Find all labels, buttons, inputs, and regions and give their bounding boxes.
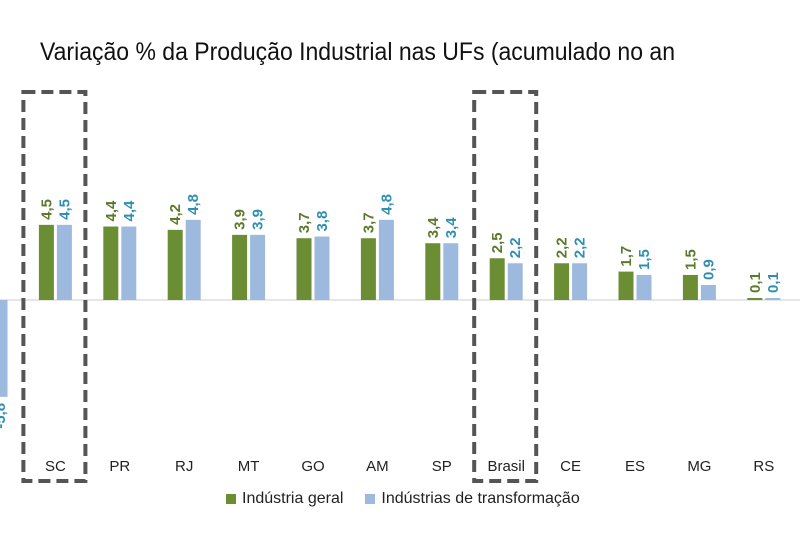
legend-item-industrias-transformacao: Indústrias de transformação — [365, 490, 580, 508]
bar-transformacao — [121, 226, 137, 300]
legend: Indústria geral Indústrias de transforma… — [226, 490, 580, 508]
category-label: Brasil — [487, 458, 525, 475]
category-label: CE — [560, 458, 581, 475]
category-label: SP — [432, 458, 452, 475]
data-label: 3,7 — [296, 212, 313, 233]
highlight-box — [21, 90, 88, 483]
legend-item-industria-geral: Indústria geral — [226, 490, 343, 508]
bar-industria-geral — [489, 258, 505, 300]
legend-swatch — [226, 494, 236, 504]
legend-label: Indústrias de transformação — [381, 490, 580, 507]
bar-transformacao — [0, 300, 8, 397]
data-label: 2,2 — [572, 237, 589, 258]
data-label: 3,9 — [250, 209, 267, 230]
category-label: RS — [753, 458, 774, 475]
data-label: 4,5 — [56, 199, 73, 220]
bar-industria-geral — [360, 238, 376, 300]
bar-transformacao — [185, 219, 201, 300]
data-label: 2,2 — [554, 237, 571, 258]
legend-label: Indústria geral — [242, 490, 344, 507]
bar-industria-geral — [747, 298, 763, 300]
data-label: 2,2 — [507, 237, 524, 258]
bar-industria-geral — [296, 238, 312, 300]
data-label: 2,5 — [489, 232, 506, 253]
category-label: GO — [301, 458, 324, 475]
category-label: PR — [109, 458, 130, 475]
data-label: 0,1 — [747, 272, 764, 293]
data-label: 3,4 — [443, 217, 460, 239]
bar-industria-geral — [554, 263, 570, 300]
bar-industria-geral — [425, 243, 441, 300]
bar-industria-geral — [38, 224, 54, 300]
bar-transformacao — [56, 224, 72, 300]
bar-industria-geral — [103, 226, 119, 300]
data-label: 0,9 — [700, 259, 717, 280]
data-label: 1,7 — [618, 246, 635, 267]
category-label: ES — [625, 458, 645, 475]
data-label: 0,1 — [765, 272, 782, 293]
category-label: MT — [238, 458, 260, 475]
data-label: 4,4 — [103, 200, 120, 222]
data-label: 4,8 — [378, 194, 395, 215]
legend-swatch — [365, 494, 376, 504]
category-label: AM — [366, 458, 389, 475]
category-label: RJ — [175, 458, 193, 475]
bar-transformacao — [765, 298, 781, 300]
data-label: 1,5 — [682, 249, 699, 270]
data-label: 4,4 — [121, 200, 138, 222]
data-label: 3,7 — [360, 212, 377, 233]
bar-transformacao — [443, 243, 459, 300]
data-label: 4,2 — [167, 204, 184, 225]
bar-industria-geral — [232, 234, 248, 300]
bar-industria-geral — [682, 274, 698, 300]
bar-industria-geral — [167, 229, 183, 300]
data-label: 1,5 — [636, 249, 653, 270]
data-label: 4,8 — [185, 194, 202, 215]
data-label: 4,5 — [38, 199, 55, 220]
category-label: MG — [687, 458, 711, 475]
bar-transformacao — [636, 274, 652, 300]
category-label: SC — [45, 458, 66, 475]
data-label: 3,9 — [232, 209, 249, 230]
chart-title: Variação % da Produção Industrial nas UF… — [40, 38, 675, 66]
bar-transformacao — [572, 263, 588, 300]
bar-transformacao — [700, 284, 716, 300]
highlight-box — [472, 90, 539, 483]
data-label: -5,8 — [0, 403, 9, 429]
bar-industria-geral — [618, 271, 634, 300]
bar-transformacao — [314, 236, 330, 300]
bar-transformacao — [507, 263, 523, 300]
bar-transformacao — [378, 219, 394, 300]
data-label: 3,8 — [314, 211, 331, 232]
bar-transformacao — [250, 234, 266, 300]
data-label: 3,4 — [425, 217, 442, 239]
